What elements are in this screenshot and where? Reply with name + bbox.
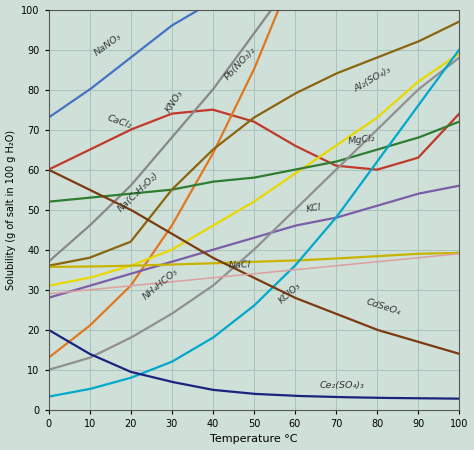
Text: Na(C₂H₃O₂): Na(C₂H₃O₂) xyxy=(116,171,161,214)
Text: Ce₂(SO₄)₃: Ce₂(SO₄)₃ xyxy=(319,381,365,390)
Text: NH₄HCO₃: NH₄HCO₃ xyxy=(141,267,180,302)
Text: Pb(NO₃)₂: Pb(NO₃)₂ xyxy=(223,45,257,81)
Text: KNO₃: KNO₃ xyxy=(164,88,185,114)
Text: NaNO₃: NaNO₃ xyxy=(92,32,123,58)
Text: MgCl₂: MgCl₂ xyxy=(347,133,375,146)
Text: KCl: KCl xyxy=(306,202,322,214)
Text: Al₂(SO₄)₃: Al₂(SO₄)₃ xyxy=(352,65,392,94)
Text: KClO₃: KClO₃ xyxy=(277,281,302,306)
Y-axis label: Solubility (g of salt in 100 g H₂O): Solubility (g of salt in 100 g H₂O) xyxy=(6,130,16,290)
Text: CaCl₂: CaCl₂ xyxy=(106,113,133,130)
X-axis label: Temperature °C: Temperature °C xyxy=(210,434,298,445)
Text: NaCl: NaCl xyxy=(229,260,252,270)
Text: CdSeO₄: CdSeO₄ xyxy=(365,297,401,317)
